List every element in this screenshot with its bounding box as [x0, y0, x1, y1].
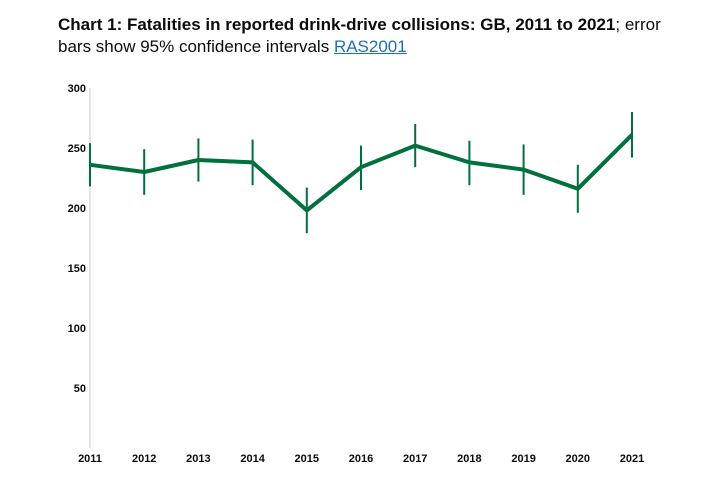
x-tick-label: 2015 [295, 453, 319, 465]
ras2001-link[interactable]: RAS2001 [333, 37, 407, 56]
y-tick-label: 50 [74, 383, 86, 395]
x-tick-label: 2013 [186, 453, 210, 465]
x-tick-label: 2016 [349, 453, 373, 465]
chart-title-bold: Chart 1: Fatalities in reported drink-dr… [58, 15, 616, 34]
y-tick-label: 150 [68, 263, 86, 275]
chart-title-subtitle: ; error bars show 95% confidence interva… [58, 15, 661, 56]
series-line [89, 133, 634, 213]
error-bars [89, 112, 633, 234]
x-tick-label: 2019 [511, 453, 535, 465]
y-tick-label: 300 [68, 83, 86, 95]
x-tick-label: 2018 [457, 453, 481, 465]
x-tick-label: 2017 [403, 453, 427, 465]
x-tick-label: 2014 [240, 453, 265, 465]
x-tick-label: 2020 [566, 453, 590, 465]
y-tick-label: 250 [68, 143, 86, 155]
chart-title: Chart 1: Fatalities in reported drink-dr… [58, 14, 698, 58]
x-tick-label: 2011 [78, 453, 102, 465]
y-axis-ticks: 50 100 150 200 250 300 [68, 83, 86, 395]
x-tick-label: 2021 [620, 453, 644, 465]
x-tick-label: 2012 [132, 453, 156, 465]
y-tick-label: 200 [68, 203, 86, 215]
x-axis-ticks: 2011 2012 2013 2014 2015 2016 2017 2018 2019 2020… [78, 453, 644, 465]
y-tick-label: 100 [68, 323, 86, 335]
